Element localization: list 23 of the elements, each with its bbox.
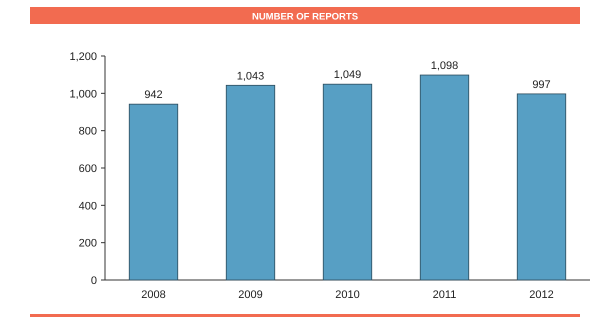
bar	[226, 84, 276, 280]
y-tick-label: 200	[78, 238, 97, 250]
y-tick-label: 0	[90, 275, 97, 287]
bar	[420, 74, 470, 280]
y-tick-label: 1,200	[69, 51, 97, 63]
data-label: 942	[144, 89, 163, 102]
chart-title: NUMBER OF REPORTS	[252, 12, 358, 22]
y-tick-label: 400	[78, 200, 97, 212]
y-tick-label: 800	[78, 126, 97, 138]
data-label: 1,043	[236, 70, 264, 82]
x-tick-label: 2012	[529, 289, 554, 301]
data-label: 997	[532, 78, 551, 91]
x-tick-label: 2008	[141, 289, 166, 301]
data-label: 1,098	[430, 60, 458, 72]
data-label: 1,049	[334, 69, 362, 82]
bar	[128, 104, 178, 280]
y-tick-label: 1,000	[69, 88, 97, 100]
x-tick-label: 2009	[238, 289, 263, 301]
bar	[322, 84, 372, 280]
bar	[516, 93, 566, 280]
x-tick-label: 2011	[432, 289, 456, 301]
x-tick-label: 2010	[335, 289, 360, 301]
y-tick-label: 600	[78, 163, 97, 175]
